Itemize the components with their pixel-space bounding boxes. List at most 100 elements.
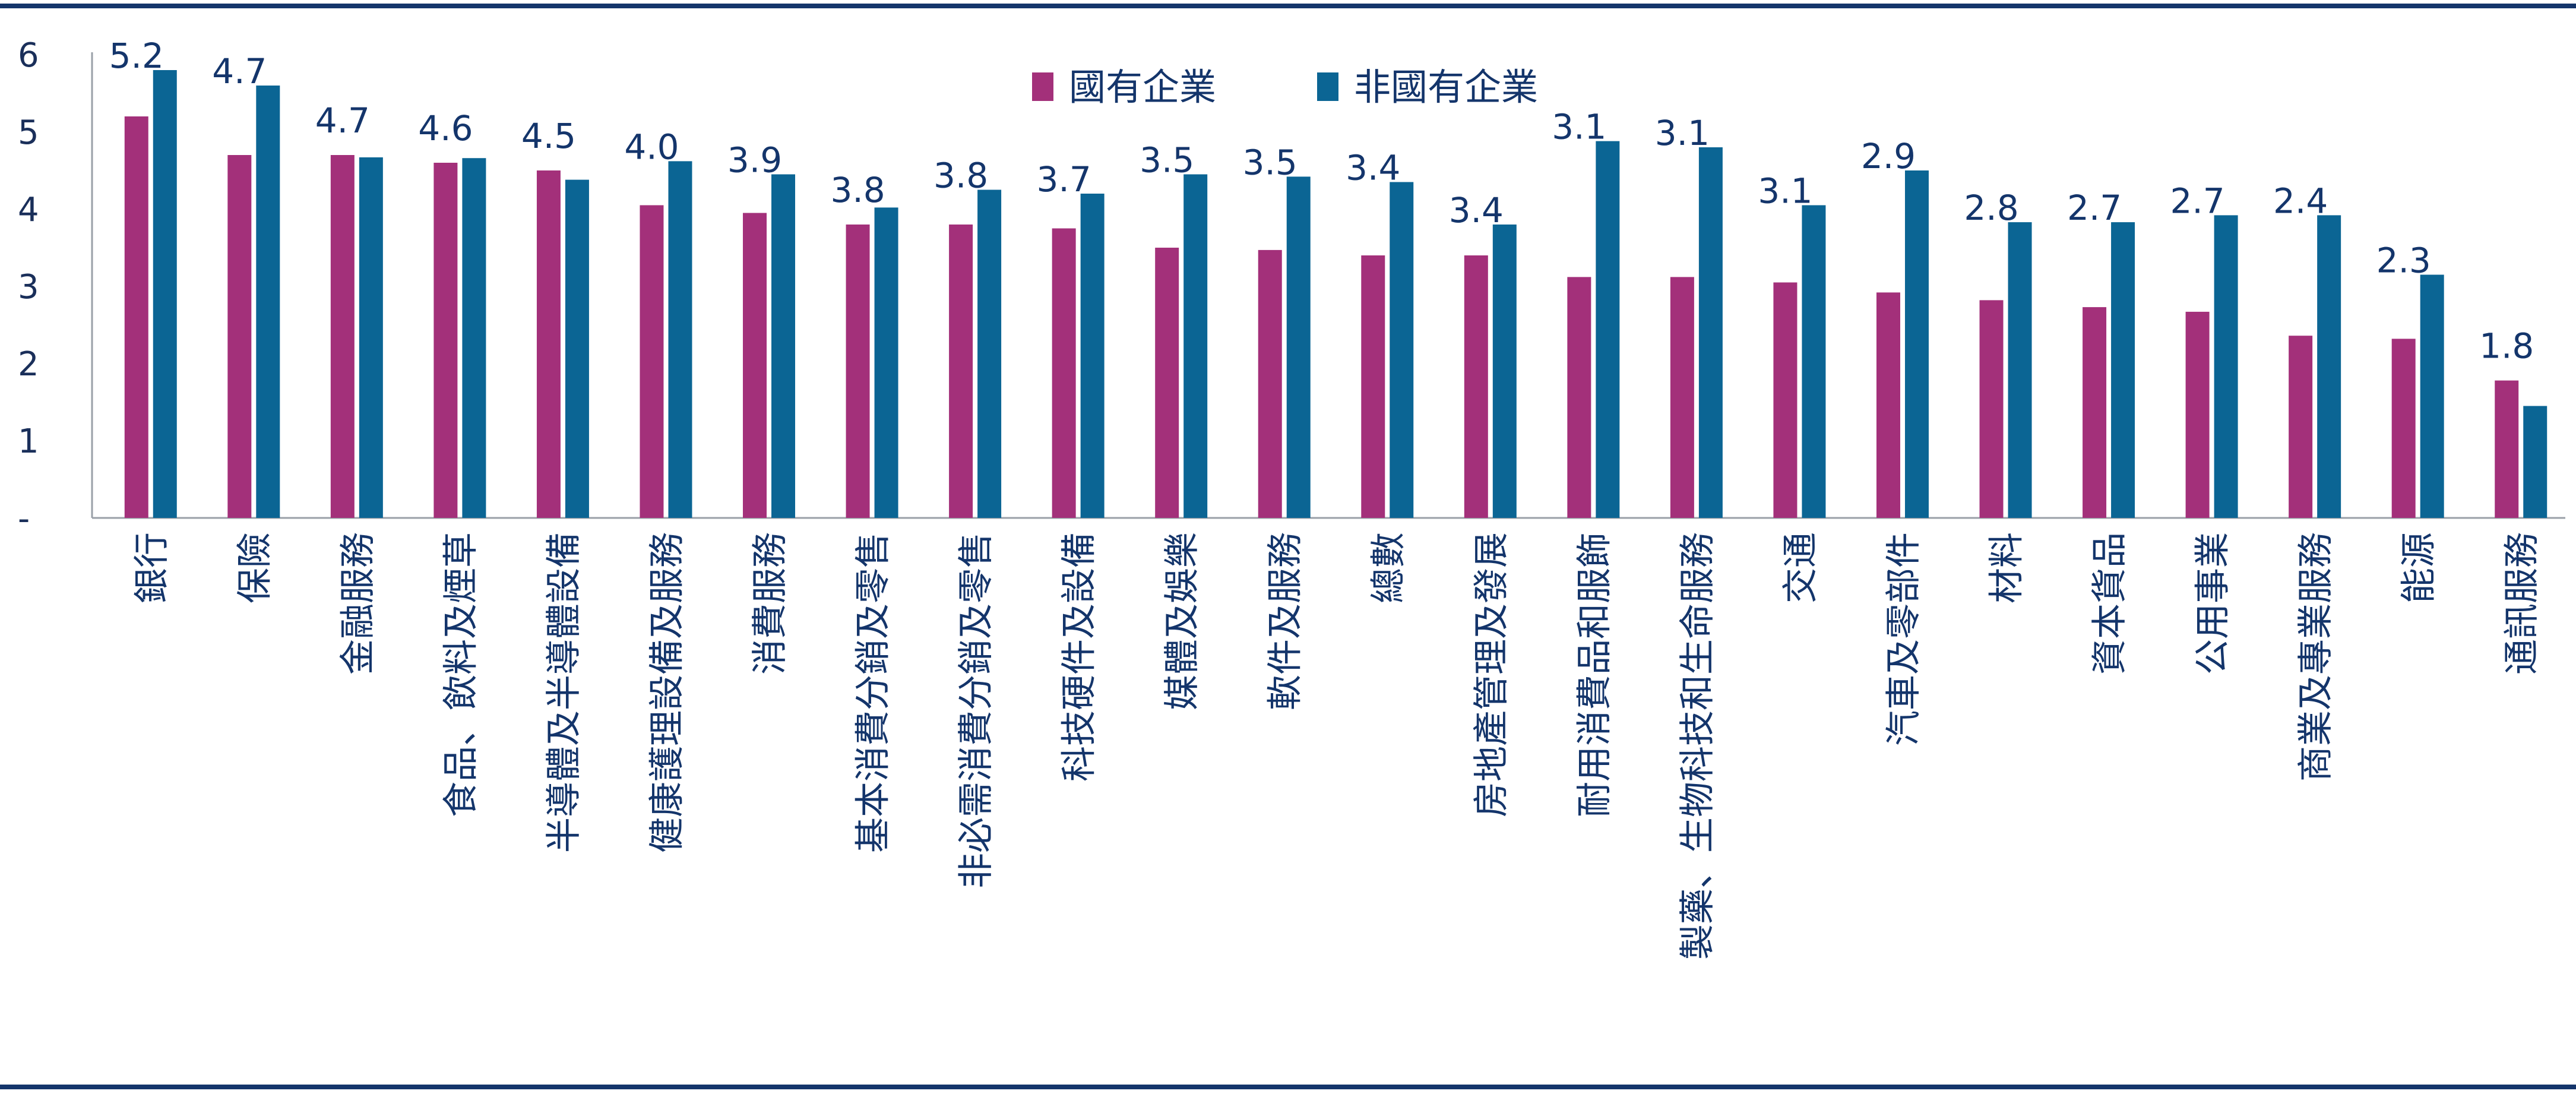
data-label: 3.5 <box>1243 142 1298 182</box>
category-label: 半導體及半導體設備 <box>543 532 585 853</box>
y-axis-ticks: - 1 2 3 4 5 6 <box>18 36 39 538</box>
category-labels: 銀行 保險 金融服務 食品、飲料及煙草 半導體及半導體設備 健康護理設備及服務 消費服務 基本… <box>131 532 2543 960</box>
bar-state-owned <box>2289 336 2313 518</box>
bar-state-owned <box>640 205 664 518</box>
bars <box>124 70 2547 519</box>
bar-non-state-owned <box>1080 194 1105 518</box>
bar-state-owned <box>2083 307 2107 518</box>
data-label: 4.7 <box>212 51 267 91</box>
bar-state-owned <box>1979 300 2004 518</box>
data-labels: 5.2 4.7 4.7 4.6 4.5 4.0 3.9 3.8 3.8 3.7 3.5 3.5 3.4 3… <box>109 36 2534 366</box>
bar-non-state-owned <box>2317 215 2341 518</box>
data-label: 2.9 <box>1861 136 1916 176</box>
data-label: 2.3 <box>2376 241 2431 281</box>
bar-state-owned <box>1876 292 1900 518</box>
category-label: 消費服務 <box>749 532 791 675</box>
data-label: 4.6 <box>418 108 473 148</box>
bar-non-state-owned <box>1390 182 1414 518</box>
axes <box>91 52 2565 519</box>
bar-non-state-owned <box>771 174 796 518</box>
data-label: 2.4 <box>2273 181 2328 221</box>
data-label: 3.5 <box>1140 140 1194 181</box>
data-label: 2.7 <box>2170 181 2224 221</box>
bar-state-owned <box>2495 380 2519 518</box>
bar-non-state-owned <box>565 179 589 519</box>
data-label: 3.4 <box>1346 148 1400 188</box>
bottom-rule <box>0 1085 2576 1089</box>
category-label: 公用事業 <box>2192 532 2234 675</box>
category-label: 健康護理設備及服務 <box>646 532 688 853</box>
bar-non-state-owned <box>1183 174 1208 518</box>
bar-state-owned <box>1155 248 1179 518</box>
data-label: 2.7 <box>2067 188 2122 228</box>
category-label: 媒體及娛樂 <box>1162 532 1203 710</box>
bar-non-state-owned <box>2523 406 2547 518</box>
legend-swatch-state-owned <box>1032 72 1053 101</box>
bar-state-owned <box>1258 249 1282 518</box>
data-label: 5.2 <box>109 36 164 76</box>
category-label: 食品、飲料及煙草 <box>440 532 482 817</box>
category-label: 科技硬件及設備 <box>1059 532 1100 782</box>
category-label: 材料 <box>1986 532 2028 603</box>
bar-non-state-owned <box>1698 147 1723 518</box>
legend-label-non-state-owned: 非國有企業 <box>1354 65 1538 109</box>
bar-state-owned <box>536 170 561 518</box>
legend: 國有企業 非國有企業 <box>1032 65 1538 109</box>
bar-non-state-owned <box>874 207 898 518</box>
category-label: 基本消費分銷及零售 <box>853 532 894 853</box>
category-label: 汽車及零部件 <box>1883 532 1925 746</box>
category-label: 金融服務 <box>337 532 379 675</box>
bar-state-owned <box>1567 277 1591 518</box>
y-tick-label: 6 <box>18 36 39 75</box>
data-label: 4.7 <box>315 100 370 141</box>
bar-state-owned <box>433 163 458 518</box>
y-tick-label: 4 <box>18 191 39 229</box>
data-label: 1.8 <box>2479 326 2534 366</box>
data-label: 4.5 <box>521 116 576 156</box>
bar-state-owned <box>743 213 767 518</box>
bar-state-owned <box>2391 339 2416 518</box>
y-tick-label: 2 <box>18 345 39 384</box>
data-label: 4.0 <box>624 127 679 167</box>
bar-non-state-owned <box>1596 141 1620 519</box>
legend-swatch-non-state-owned <box>1317 72 1338 101</box>
bar-state-owned <box>949 225 973 518</box>
data-label: 3.9 <box>727 140 782 181</box>
category-label: 銀行 <box>131 532 173 603</box>
bar-state-owned <box>1670 277 1694 518</box>
data-label: 3.1 <box>1552 107 1606 147</box>
category-label: 資本貨品 <box>2089 532 2131 675</box>
bar-non-state-owned <box>462 158 486 518</box>
data-label: 3.1 <box>1655 113 1710 153</box>
bar-state-owned <box>227 155 252 518</box>
bar-non-state-owned <box>359 157 383 518</box>
y-tick-label: - <box>18 500 30 538</box>
category-label: 非必需消費分銷及零售 <box>955 532 997 889</box>
category-label: 通訊服務 <box>2501 532 2543 675</box>
top-rule <box>0 4 2576 8</box>
bar-state-owned <box>2185 311 2210 518</box>
bar-state-owned <box>330 155 355 518</box>
category-label: 耐用消費品和服飾 <box>1574 532 1615 817</box>
bar-state-owned <box>1052 228 1076 518</box>
data-label: 3.1 <box>1758 171 1812 211</box>
data-label: 3.8 <box>933 156 988 196</box>
data-label: 3.7 <box>1037 159 1091 200</box>
y-tick-label: 5 <box>18 113 39 152</box>
bar-non-state-owned <box>977 189 1002 518</box>
bar-non-state-owned <box>2214 215 2238 518</box>
bar-state-owned <box>1464 255 1488 518</box>
category-label: 製藥、生物科技和生命服務 <box>1677 532 1719 960</box>
bar-non-state-owned <box>668 161 692 518</box>
category-label: 保險 <box>234 532 276 603</box>
bar-state-owned <box>124 116 148 518</box>
bar-non-state-owned <box>153 70 177 518</box>
data-label: 3.4 <box>1449 190 1504 230</box>
category-label: 交通 <box>1780 532 1821 603</box>
bar-non-state-owned <box>2420 274 2444 518</box>
category-label: 房地產管理及發展 <box>1471 532 1512 817</box>
y-tick-label: 1 <box>18 422 39 461</box>
bar-non-state-owned <box>1802 205 1826 518</box>
category-label: 總數 <box>1368 532 1409 603</box>
